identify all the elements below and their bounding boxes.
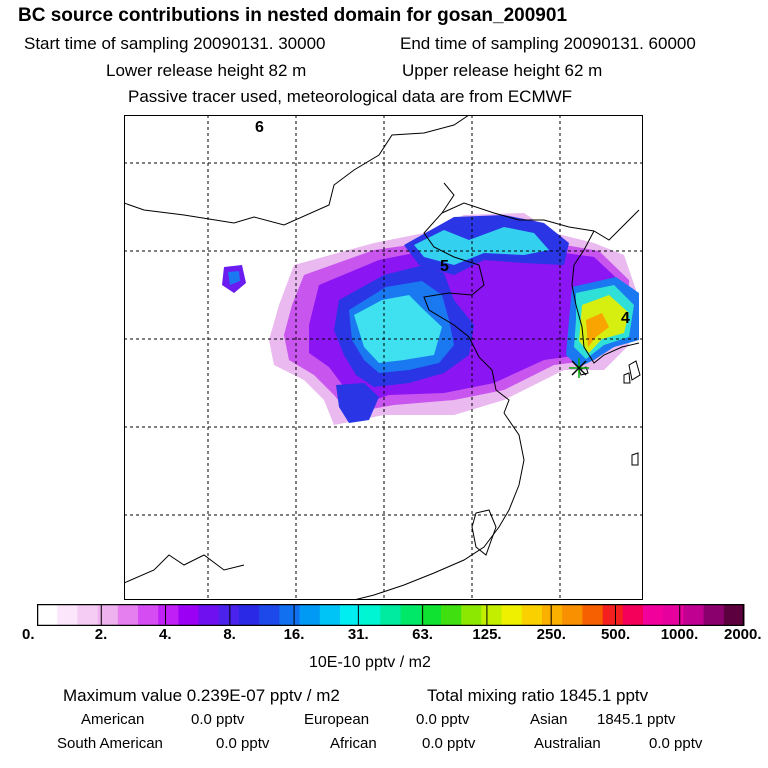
colorbar-cell: [279, 604, 301, 626]
australian-value: 0.0 pptv: [649, 735, 703, 752]
colorbar-cell: [319, 604, 341, 626]
concentration-field: [222, 213, 639, 425]
plume-cyan-core: [354, 295, 442, 363]
tracer-note: Passive tracer used, meteorological data…: [128, 87, 573, 106]
upper-release-height: Upper release height 62 m: [402, 61, 603, 80]
asian-value: 1845.1 pptv: [597, 711, 676, 728]
colorbar-unit: 10E-10 pptv / m2: [309, 654, 431, 671]
colorbar-tick-label: 2.: [94, 626, 108, 643]
colorbar-cell: [138, 604, 159, 626]
coastline-inland: [124, 554, 245, 584]
lower-release-height: Lower release height 82 m: [106, 61, 307, 80]
colorbar-cell: [562, 604, 583, 626]
colorbar-cell: [299, 604, 321, 626]
colorbar-cell: [259, 604, 280, 626]
colorbar-cell: [97, 604, 119, 626]
colorbar-cell: [663, 604, 684, 626]
start-time: Start time of sampling 20090131. 30000: [24, 34, 326, 53]
colorbar-cell: [703, 604, 725, 626]
colorbar-cell: [643, 604, 664, 626]
colorbar-tick-label: 31.: [347, 626, 369, 643]
south-american-value: 0.0 pptv: [216, 735, 270, 752]
colorbar-tick-label: 1000.: [660, 626, 699, 643]
position-markers: 6 5 4: [255, 119, 630, 327]
islands-japan: [623, 360, 641, 466]
european-label: European: [304, 711, 370, 728]
colorbar-cell: [420, 604, 442, 626]
coastline-bohai: [423, 182, 510, 414]
colorbar-cell: [340, 604, 361, 626]
colorbar-cell: [77, 604, 99, 626]
australian-label: Australian: [534, 735, 601, 752]
colorbar-cell: [117, 604, 139, 626]
receptor-star-icon: [569, 358, 589, 378]
african-value: 0.0 pptv: [422, 735, 476, 752]
colorbar-cell: [239, 604, 260, 626]
colorbar-cell: [723, 604, 745, 626]
colorbar-tick-label: 4.: [159, 626, 172, 643]
american-label: American: [81, 711, 145, 728]
colorbar: [37, 604, 745, 626]
colorbar-cell: [400, 604, 422, 626]
marker-6: 6: [255, 119, 264, 136]
colorbar-cell: [481, 604, 503, 626]
coastline-east-china: [353, 412, 525, 600]
colorbar-tick-label: 8.: [223, 626, 236, 643]
american-value: 0.0 pptv: [191, 711, 245, 728]
plume-south-tail: [336, 383, 379, 423]
contribution-map: 6 5 4: [124, 115, 643, 600]
colorbar-cell: [57, 604, 78, 626]
colorbar-cell: [198, 604, 220, 626]
colorbar-tick-label: 16.: [283, 626, 305, 643]
marker-5: 5: [440, 258, 449, 275]
colorbar-tick-label: 250.: [536, 626, 566, 643]
plume-isolated-core: [228, 271, 240, 285]
colorbar-cell: [218, 604, 240, 626]
colorbar-cell: [37, 604, 58, 626]
african-label: African: [330, 735, 377, 752]
colorbar-cell: [158, 604, 179, 626]
colorbar-cell: [582, 604, 604, 626]
asian-label: Asian: [530, 711, 568, 728]
colorbar-cell: [360, 604, 381, 626]
colorbar-tick-label: 500.: [600, 626, 631, 643]
total-mixing-ratio: Total mixing ratio 1845.1 pptv: [427, 686, 649, 705]
colorbar-cell: [461, 604, 482, 626]
map-frame: [124, 115, 643, 600]
marker-4: 4: [621, 310, 630, 327]
colorbar-tick-label: 0.: [22, 626, 35, 643]
colorbar-cell: [602, 604, 624, 626]
european-value: 0.0 pptv: [416, 711, 470, 728]
colorbar-tick-label: 63.: [412, 626, 433, 643]
colorbar-cell: [521, 604, 543, 626]
colorbar-cell: [542, 604, 563, 626]
colorbar-cell: [622, 604, 644, 626]
colorbar-cell: [501, 604, 523, 626]
colorbar-tick-label: 125.: [472, 626, 502, 643]
colorbar-cell: [683, 604, 705, 626]
coastline-liaodong: [441, 202, 640, 241]
coastline-north: [124, 115, 470, 226]
plume-north-cyan: [414, 227, 549, 265]
coastline-korea: [571, 230, 640, 364]
end-time: End time of sampling 20090131. 60000: [400, 34, 696, 53]
maximum-value: Maximum value 0.239E-07 pptv / m2: [63, 686, 340, 705]
colorbar-tick-label: 2000.: [724, 626, 762, 643]
coastline-taiwan: [471, 509, 497, 556]
colorbar-cell: [178, 604, 200, 626]
south-american-label: South American: [57, 735, 163, 752]
colorbar-cell: [441, 604, 462, 626]
grid-lines: [124, 115, 643, 600]
colorbar-cell: [380, 604, 402, 626]
coastlines: [124, 115, 641, 600]
plot-title: BC source contributions in nested domain…: [18, 5, 568, 26]
plume-korea-orange: [586, 313, 609, 347]
